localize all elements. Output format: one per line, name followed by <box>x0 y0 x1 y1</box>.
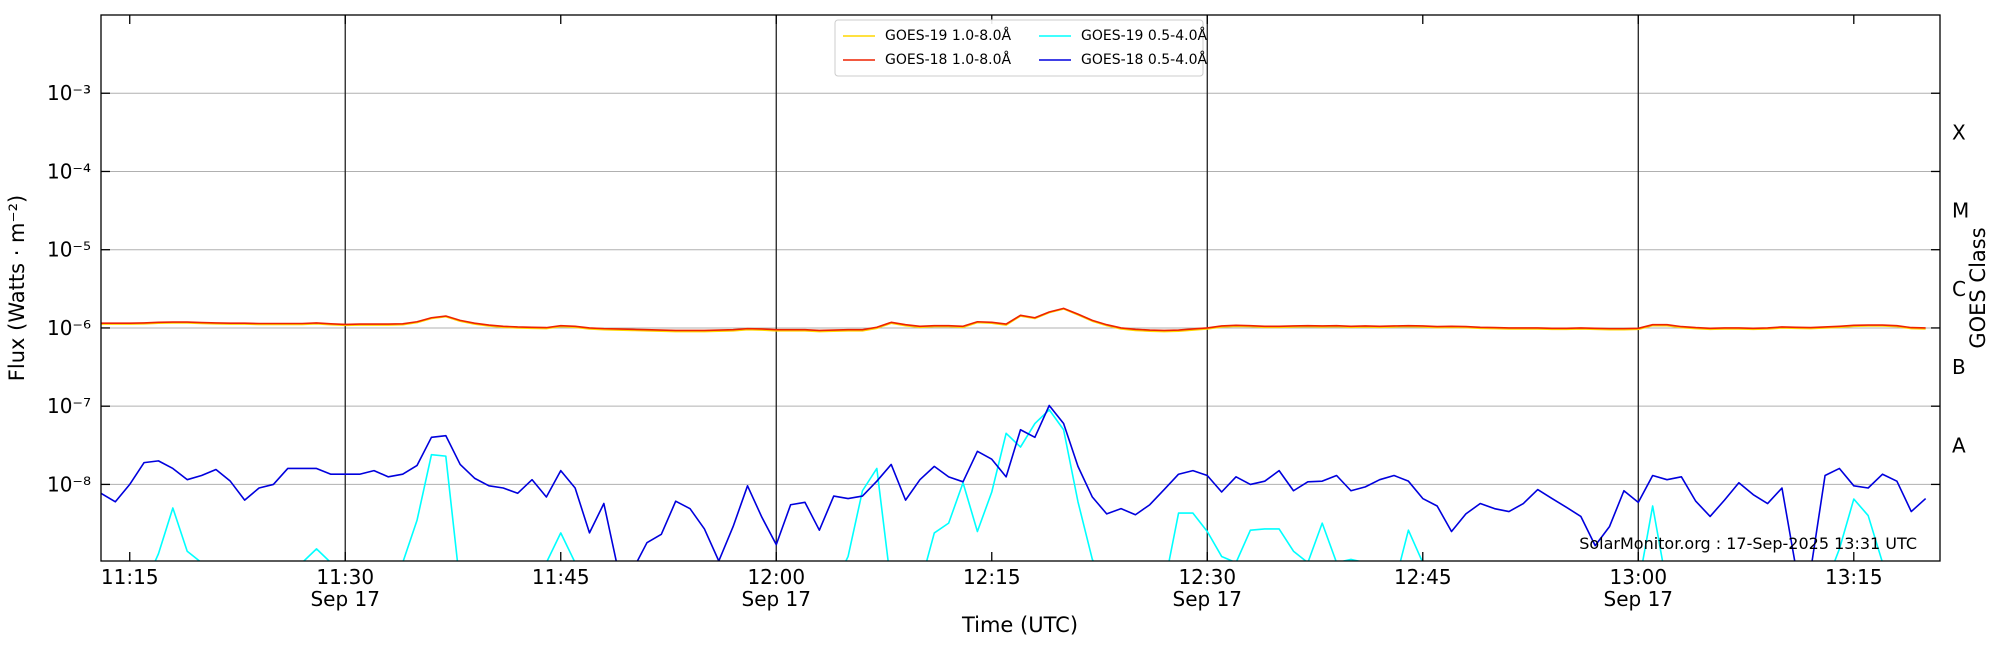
x-tick-label: 13:15 <box>1825 565 1883 589</box>
annotation: SolarMonitor.org : 17-Sep-2025 13:31 UTC <box>1579 534 1917 553</box>
x-tick-label: Sep 17 <box>1604 587 1674 611</box>
series-line <box>101 307 1926 332</box>
x-tick-label: 11:45 <box>532 565 590 589</box>
x-tick-label: 12:30 <box>1178 565 1236 589</box>
x-tick-label: 11:15 <box>101 565 159 589</box>
x-tick-label: Sep 17 <box>1173 587 1243 611</box>
x-tick-label: Sep 17 <box>742 587 812 611</box>
legend-label: GOES-19 0.5-4.0Å <box>1081 27 1207 44</box>
y2-axis-label: GOES Class <box>1966 227 1990 348</box>
x-tick-label: 12:00 <box>747 565 805 589</box>
y-axis-label: Flux (Watts · m⁻²) <box>5 195 29 381</box>
x-tick-label: Sep 17 <box>310 587 380 611</box>
legend: GOES-19 1.0-8.0Å GOES-18 1.0-8.0Å GOES-19 … <box>834 19 1207 77</box>
x-axis-label: Time (UTC) <box>961 613 1078 637</box>
y2-tick-label: B <box>1952 355 1966 379</box>
y2-tick-label: A <box>1952 433 1966 457</box>
y-tick-label: 10⁻⁵ <box>47 238 91 262</box>
y-tick-label: 10⁻⁷ <box>47 394 91 418</box>
legend-label: GOES-18 1.0-8.0Å <box>885 51 1011 68</box>
y-tick-label: 10⁻³ <box>47 81 91 105</box>
series-line <box>101 404 1927 561</box>
y2-tick-label: M <box>1952 199 1969 223</box>
grid <box>101 15 1940 561</box>
x-tick-label: 12:15 <box>963 565 1021 589</box>
x-tick-label: 12:45 <box>1394 565 1452 589</box>
legend-box <box>834 19 1204 77</box>
series-line <box>154 408 1883 561</box>
x-tick-label: 13:00 <box>1609 565 1667 589</box>
y-tick-label: 10⁻⁸ <box>47 472 91 496</box>
y-tick-label: 10⁻⁴ <box>47 159 91 183</box>
y2-tick-label: X <box>1952 120 1966 144</box>
x-tick-label: 11:30 <box>316 565 374 589</box>
legend-label: GOES-18 0.5-4.0Å <box>1081 51 1207 68</box>
y-tick-label: 10⁻⁶ <box>47 316 91 340</box>
plot-frame <box>100 14 1941 562</box>
legend-label: GOES-19 1.0-8.0Å <box>885 27 1011 44</box>
plot-lines <box>101 307 1927 561</box>
y2-tick-label: C <box>1952 277 1966 301</box>
